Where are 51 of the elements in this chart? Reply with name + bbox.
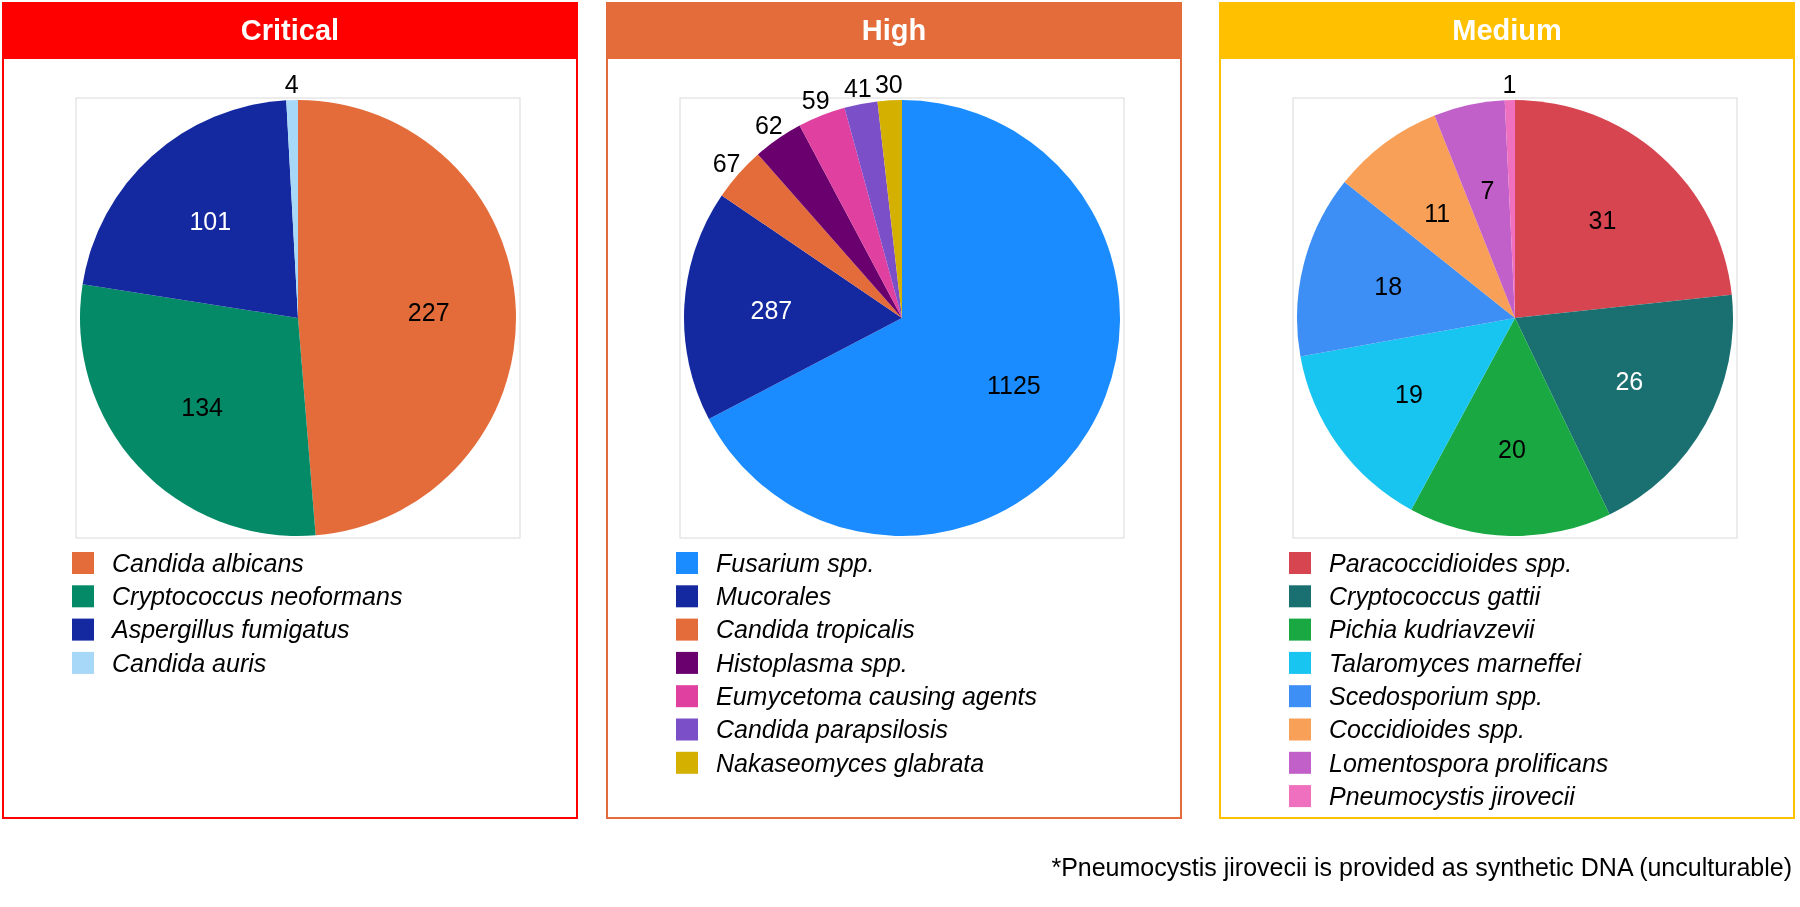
- pie-slice: [82, 100, 298, 318]
- legend-label: Candida parapsilosis: [716, 715, 949, 744]
- pie-slice: [80, 284, 316, 536]
- legend-label: Candida tropicalis: [716, 615, 915, 644]
- data-label: 227: [407, 298, 450, 327]
- legend-label: Paracoccidioides spp.: [1329, 548, 1573, 577]
- pie-slice: [844, 101, 902, 318]
- chart-title: High: [861, 14, 927, 46]
- data-label: 4: [284, 69, 299, 98]
- pie-slice: [1344, 115, 1515, 318]
- text: *Pneumocystis jirovecii is provided as synthetic DNA (unculturable): [1051, 853, 1792, 881]
- data-label: 59: [801, 86, 830, 115]
- legend-label: Cryptococcus neoformans: [112, 582, 403, 611]
- chart-title: Critical: [240, 14, 340, 46]
- data-label: 26: [1615, 367, 1644, 396]
- pie-slice: [1515, 100, 1732, 318]
- data-label: 31: [1588, 206, 1617, 235]
- chart-title: Medium: [1452, 14, 1562, 46]
- legend-label: Cryptococcus gattii: [1329, 582, 1542, 611]
- data-label: 7: [1480, 175, 1495, 204]
- pie-slice: [799, 107, 902, 318]
- data-label: 101: [189, 206, 232, 235]
- data-label: 20: [1498, 434, 1526, 463]
- data-label: 67: [712, 148, 741, 177]
- data-label: 1: [1502, 69, 1517, 98]
- data-label: 19: [1395, 380, 1423, 409]
- legend-label: Histoplasma spp.: [716, 648, 908, 677]
- legend-label: Candida albicans: [112, 548, 304, 577]
- legend-label: Candida auris: [112, 648, 267, 677]
- legend-label: Coccidioides spp.: [1329, 715, 1525, 744]
- legend-label: Fusarium spp.: [716, 548, 875, 577]
- data-label: 1125: [987, 371, 1041, 400]
- data-label: 30: [874, 70, 903, 99]
- legend-label: Mucorales: [716, 582, 832, 611]
- legend-label: Eumycetoma causing agents: [716, 681, 1038, 710]
- data-label: 11: [1424, 198, 1451, 227]
- data-label: 62: [754, 111, 783, 140]
- pie-slice: [1297, 182, 1515, 357]
- data-label: 287: [750, 296, 793, 325]
- legend-label: Pichia kudriavzevii: [1329, 615, 1537, 644]
- data-label: 18: [1374, 271, 1403, 300]
- data-label: 134: [181, 392, 224, 421]
- pie-slice: [298, 100, 516, 536]
- legend-label: Pneumocystis jirovecii: [1329, 781, 1577, 810]
- legend-label: Scedosporium spp.: [1329, 681, 1544, 710]
- pie-slice: [684, 195, 902, 420]
- data-label: 41: [843, 73, 872, 102]
- legend-label: Aspergillus fumigatus: [110, 615, 350, 644]
- legend-label: Talaromyces marneffei: [1329, 648, 1583, 677]
- legend-label: Nakaseomyces glabrata: [716, 748, 985, 777]
- legend-label: Lomentospora prolificans: [1329, 748, 1609, 777]
